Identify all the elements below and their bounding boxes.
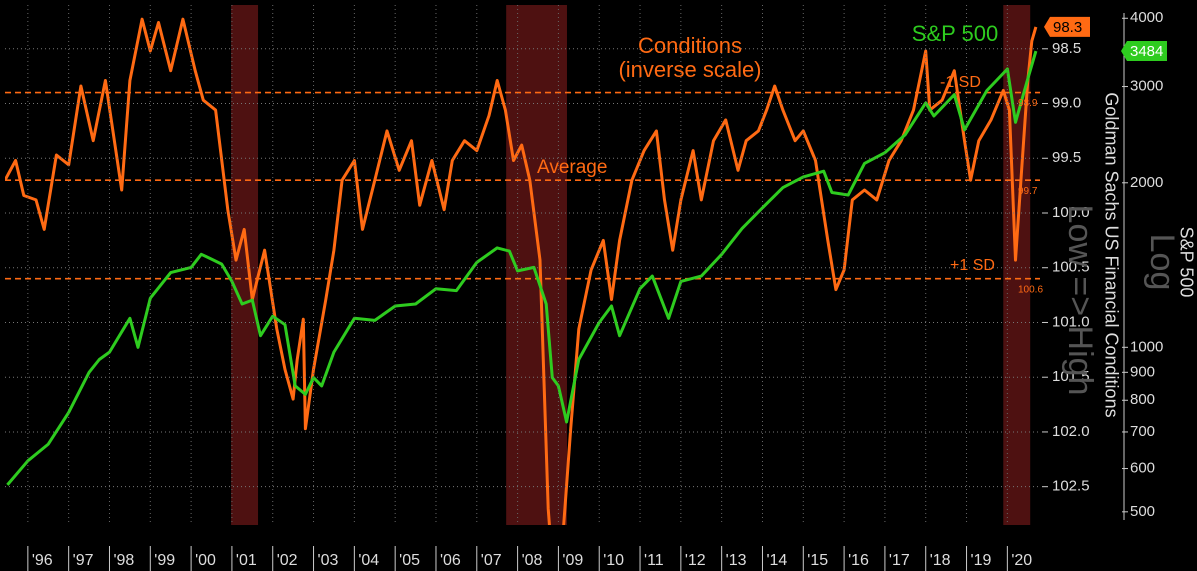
y-tick-label: 99.0 xyxy=(1052,94,1081,111)
reference-label: 100.6 xyxy=(1018,284,1043,295)
annotation: Conditions xyxy=(638,33,742,58)
x-tick-label: '02 xyxy=(277,552,298,569)
x-tick-label: '14 xyxy=(766,552,787,569)
y2-tick-label: 2000 xyxy=(1130,174,1163,191)
y2-axis-title: S&P 500 xyxy=(1176,227,1196,298)
x-tick-label: '13 xyxy=(726,552,747,569)
plot-area xyxy=(5,5,1040,525)
x-tick-label: '11 xyxy=(644,552,664,569)
x-tick-label: '19 xyxy=(971,552,992,569)
last-value-box xyxy=(1121,41,1167,62)
y2-tick-label: 600 xyxy=(1130,460,1155,477)
x-tick-label: '04 xyxy=(358,552,379,569)
x-tick-label: '16 xyxy=(848,552,869,569)
y2-tick-label: 900 xyxy=(1130,363,1155,380)
series-line xyxy=(5,17,1038,525)
x-tick-label: '05 xyxy=(399,552,420,569)
reference-label: 99.7 xyxy=(1018,186,1038,197)
y-tick-label: 102.0 xyxy=(1052,423,1090,440)
y-tick-label: 101.0 xyxy=(1052,313,1090,330)
x-tick-label: '07 xyxy=(481,552,502,569)
x-tick-label: '99 xyxy=(154,552,175,569)
y-tick-label: 98.5 xyxy=(1052,40,1081,57)
annotation: (inverse scale) xyxy=(618,57,761,82)
y-tick-label: 102.5 xyxy=(1052,478,1090,495)
last-value-box xyxy=(1044,16,1090,37)
y-axis-title: Goldman Sachs US Financial Conditions xyxy=(1101,92,1121,417)
x-tick-label: '17 xyxy=(889,552,910,569)
y2-tick-label: 500 xyxy=(1130,503,1155,520)
y2-tick-label: 700 xyxy=(1130,423,1155,440)
reference-label: 98.9 xyxy=(1018,98,1038,109)
recession-shade xyxy=(231,5,259,525)
reference-name: +1 SD xyxy=(950,257,995,274)
x-tick-label: '20 xyxy=(1011,552,1032,569)
y2-tick-label: 4000 xyxy=(1130,9,1163,26)
x-tick-label: '01 xyxy=(236,552,257,569)
x-tick-label: '00 xyxy=(195,552,216,569)
x-tick-label: '15 xyxy=(807,552,828,569)
x-tick-label: '96 xyxy=(32,552,53,569)
last-value-label: 3484 xyxy=(1130,43,1163,60)
x-tick-label: '12 xyxy=(685,552,706,569)
x-tick-label: '08 xyxy=(522,552,543,569)
y2-tick-label: 3000 xyxy=(1130,78,1163,95)
y-tick-label: 101.5 xyxy=(1052,368,1090,385)
x-tick-label: '18 xyxy=(930,552,951,569)
x-tick-label: '03 xyxy=(318,552,339,569)
x-tick-label: '09 xyxy=(562,552,583,569)
y2-axis-note: Log xyxy=(1143,234,1181,291)
y-tick-label: 99.5 xyxy=(1052,149,1081,166)
reference-name: Average xyxy=(537,157,607,178)
y-tick-label: 100.5 xyxy=(1052,259,1090,276)
y-axis-note: Low => High xyxy=(1061,205,1099,396)
x-tick-label: '06 xyxy=(440,552,461,569)
y2-tick-label: 800 xyxy=(1130,391,1155,408)
x-tick-label: '97 xyxy=(73,552,94,569)
y-tick-label: 100.0 xyxy=(1052,204,1090,221)
x-tick-label: '98 xyxy=(113,552,134,569)
reference-name: -1 SD xyxy=(940,74,981,91)
x-tick-label: '10 xyxy=(603,552,624,569)
series-line xyxy=(6,50,1038,486)
annotation: S&P 500 xyxy=(912,21,998,46)
y2-tick-label: 1000 xyxy=(1130,338,1163,355)
last-value-label: 98.3 xyxy=(1053,19,1082,36)
